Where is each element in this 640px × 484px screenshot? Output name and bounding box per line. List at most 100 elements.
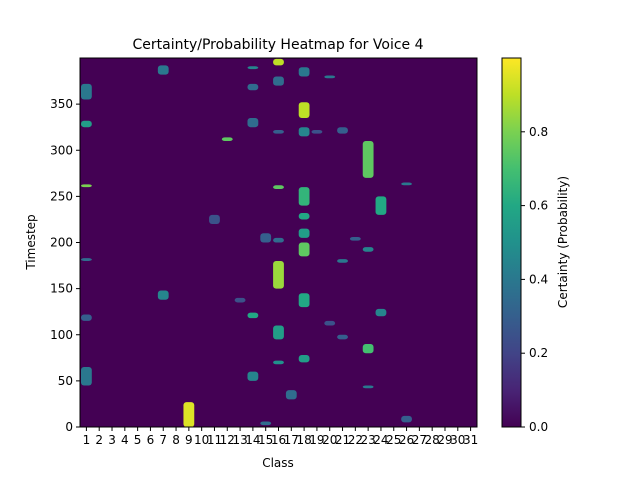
colorbar-tick-label: 0.2 [529, 346, 548, 360]
heatmap-cell [362, 385, 374, 389]
heatmap-cell [401, 182, 412, 186]
colorbar-tick-label: 0.8 [529, 125, 548, 139]
y-tick-label: 50 [58, 374, 73, 388]
heatmap-cell [273, 237, 284, 243]
heatmap-cell [324, 75, 336, 79]
heatmap-cell [362, 343, 374, 354]
x-tick-label: 26 [399, 433, 414, 447]
y-tick-label: 200 [50, 236, 73, 250]
heatmap-cell [81, 367, 92, 386]
heatmap-cell [273, 76, 284, 86]
heatmap-cell [298, 293, 310, 308]
x-tick-label: 2 [95, 433, 103, 447]
y-tick-label: 100 [50, 328, 73, 342]
heatmap-cell [247, 117, 259, 128]
colorbar-ticks: 0.0 0.2 0.4 0.6 0.8 [521, 125, 548, 434]
heatmap-cell [362, 247, 374, 252]
x-tick-label: 13 [232, 433, 247, 447]
x-tick-label: 4 [121, 433, 129, 447]
colorbar: 0.0 0.2 0.4 0.6 0.8 Certainty (Probability) [501, 57, 570, 434]
heatmap-cell [362, 141, 374, 178]
heatmap-cell [247, 371, 259, 381]
y-axis-label: Timestep [24, 214, 38, 270]
heatmap-cell [337, 334, 348, 340]
x-tick-label: 25 [386, 433, 401, 447]
heatmap-cell [298, 212, 310, 220]
x-tick-label: 24 [373, 433, 388, 447]
x-tick-label: 16 [271, 433, 286, 447]
heatmap-cell [298, 187, 310, 206]
y-tick-label: 350 [50, 97, 73, 111]
x-axis: 1 2 3 4 5 6 7 8 9 1011121314151617181920212223242… [83, 427, 478, 447]
heatmap-cell [285, 390, 297, 400]
heatmap-cell [183, 402, 195, 427]
x-tick-label: 31 [463, 433, 478, 447]
y-axis: 0 50 100 150 200 250 300 350 [50, 97, 80, 434]
x-tick-label: 28 [425, 433, 440, 447]
heatmap-cell [157, 290, 169, 300]
x-tick-label: 5 [134, 433, 142, 447]
x-tick-label: 23 [361, 433, 376, 447]
heatmap-cell [375, 308, 387, 317]
plot-area [79, 57, 478, 428]
heatmap-cell [273, 360, 284, 365]
x-tick-label: 3 [108, 433, 116, 447]
heatmap-cell [260, 421, 272, 426]
y-tick-label: 300 [50, 143, 73, 157]
heatmap-cell [298, 242, 310, 257]
x-tick-label: 30 [450, 433, 465, 447]
y-tick-label: 250 [50, 189, 73, 203]
x-tick-label: 17 [284, 433, 299, 447]
x-tick-label: 29 [437, 433, 452, 447]
heatmap-cell [311, 129, 323, 134]
heatmap-cell [221, 137, 233, 142]
heatmap-cell [247, 312, 259, 319]
heatmap-cell [298, 102, 310, 118]
colorbar-tick-label: 0.6 [529, 199, 548, 213]
x-tick-label: 11 [207, 433, 222, 447]
heatmap-cell [81, 120, 92, 128]
x-tick-label: 10 [194, 433, 209, 447]
x-tick-label: 19 [309, 433, 324, 447]
heatmap-cell [81, 184, 92, 188]
heatmap-cell [337, 127, 348, 134]
x-tick-label: 8 [172, 433, 180, 447]
heatmap-cell [349, 236, 361, 241]
x-tick-label: 22 [348, 433, 363, 447]
x-tick-label: 7 [159, 433, 167, 447]
heatmap-cell [337, 259, 348, 263]
x-axis-label: Class [262, 456, 294, 470]
heatmap-cell [324, 320, 336, 326]
heatmap-cell [247, 83, 259, 91]
heatmap-cell [260, 233, 272, 243]
x-tick-label: 15 [258, 433, 273, 447]
heatmap-cell [81, 314, 92, 321]
colorbar-tick-label: 0.4 [529, 272, 548, 286]
colorbar-tick-label: 0.0 [529, 420, 548, 434]
heatmap-cell [298, 228, 310, 238]
x-tick-label: 20 [322, 433, 337, 447]
heatmap-cell [234, 297, 246, 303]
x-tick-label: 9 [185, 433, 193, 447]
x-tick-label: 21 [335, 433, 350, 447]
x-tick-label: 6 [147, 433, 155, 447]
heatmap-cell [375, 196, 387, 215]
chart-title: Certainty/Probability Heatmap for Voice … [133, 37, 424, 53]
heatmap-cell [298, 67, 310, 77]
heatmap-cell [273, 185, 284, 189]
y-tick-label: 0 [65, 420, 73, 434]
colorbar-label: Certainty (Probability) [556, 176, 570, 308]
heatmap-cell [273, 58, 284, 66]
x-tick-label: 18 [296, 433, 311, 447]
heatmap-cell [157, 65, 169, 75]
heatmap-cell [209, 214, 220, 225]
heatmap-cell [298, 127, 310, 137]
x-tick-label: 12 [220, 433, 235, 447]
x-tick-label: 27 [412, 433, 427, 447]
heatmap-cell [247, 66, 259, 70]
y-tick-label: 150 [50, 282, 73, 296]
heatmap-cell [81, 258, 92, 261]
x-tick-label: 1 [83, 433, 91, 447]
